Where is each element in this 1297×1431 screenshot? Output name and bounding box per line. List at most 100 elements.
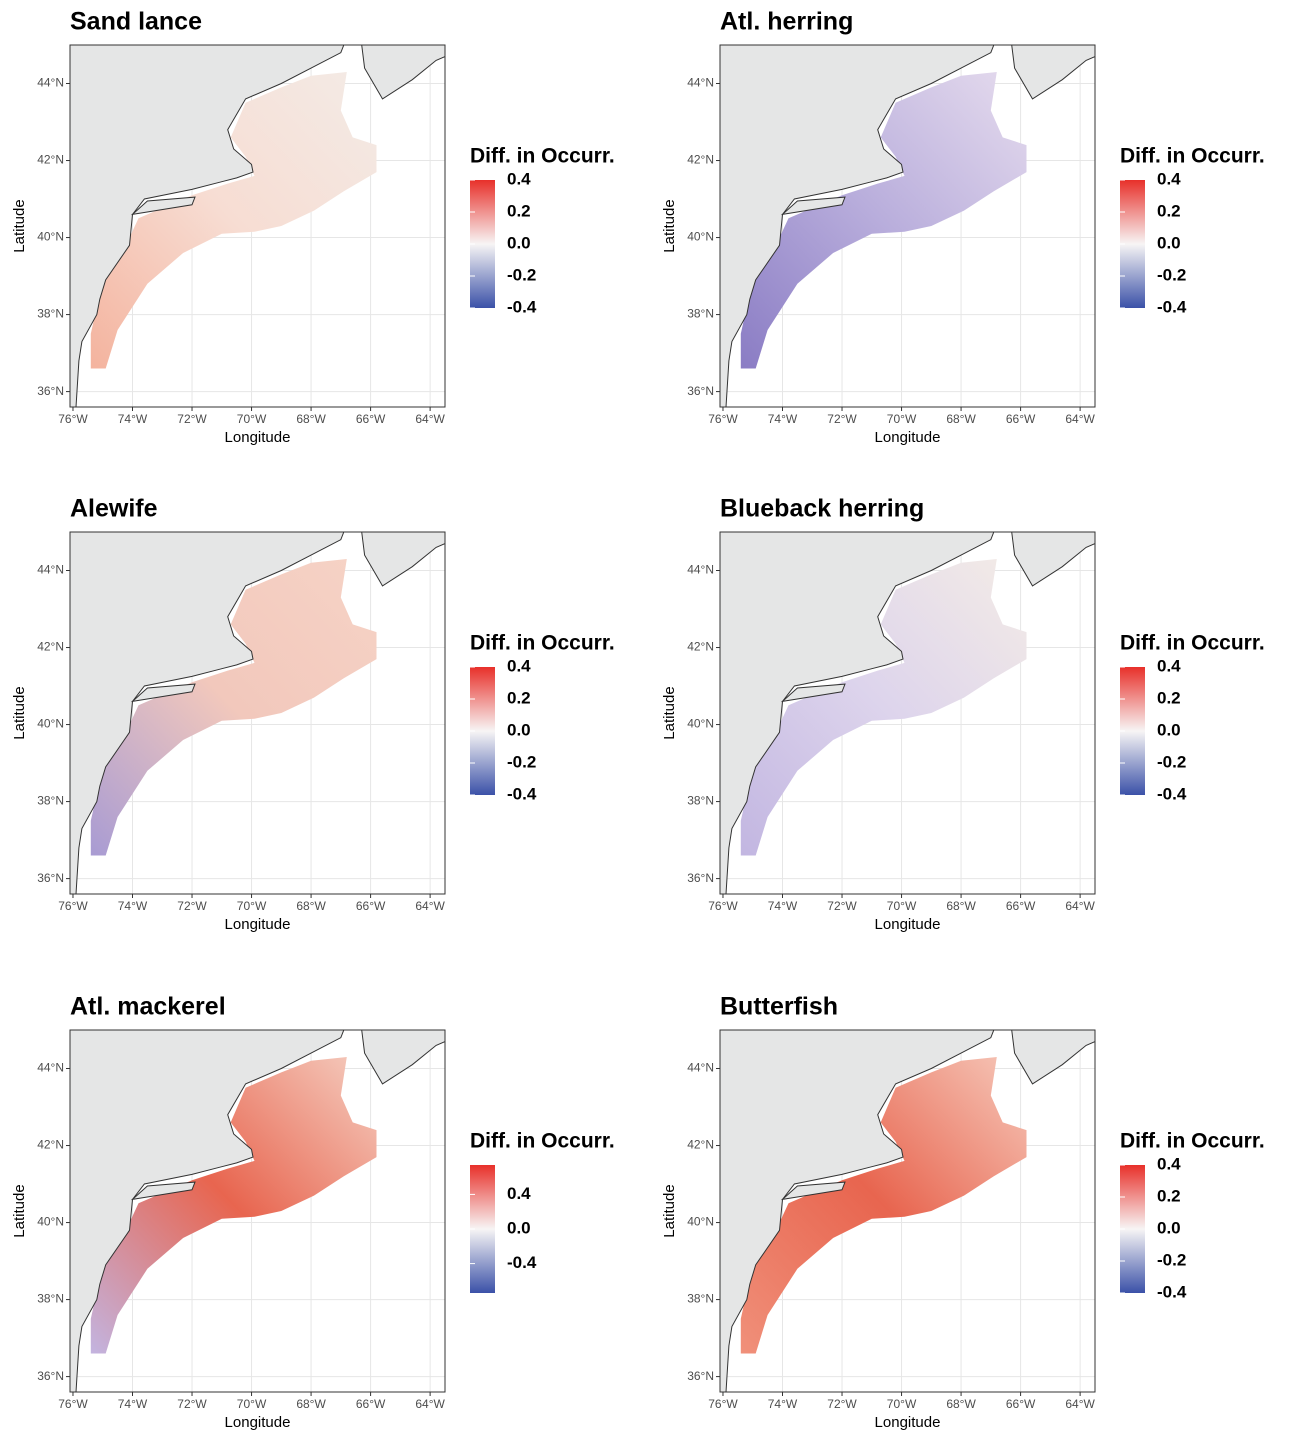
y-tick-label: 42°N — [687, 153, 714, 167]
y-tick-label: 44°N — [37, 76, 64, 90]
x-tick-label: 76°W — [708, 412, 738, 426]
panel-title: Atl. mackerel — [70, 993, 226, 1021]
legend-tick-label: 0.2 — [507, 688, 531, 707]
legend-tick-label: 0.2 — [1157, 1186, 1181, 1205]
legend-tick-label: 0.0 — [507, 1218, 531, 1237]
y-axis-label: Latitude — [661, 1184, 678, 1237]
occurrence-field — [90, 1057, 377, 1354]
legend-tick-label: 0.4 — [507, 169, 531, 188]
x-tick-label: 66°W — [1006, 1397, 1036, 1411]
legend-tick-label: -0.4 — [1157, 297, 1187, 316]
x-axis-label: Longitude — [225, 429, 291, 446]
x-tick-label: 66°W — [356, 412, 386, 426]
x-tick-label: 68°W — [946, 412, 976, 426]
x-tick-label: 72°W — [827, 899, 857, 913]
y-tick-label: 36°N — [37, 871, 64, 885]
y-tick-label: 36°N — [687, 1369, 714, 1383]
legend-tick-label: 0.2 — [1157, 201, 1181, 220]
x-axis-label: Longitude — [875, 1414, 941, 1431]
map-layer — [720, 45, 1095, 407]
land — [720, 532, 995, 894]
occurrence-field — [90, 559, 377, 856]
y-axis-label: Latitude — [11, 199, 28, 252]
legend-tick-label: 0.2 — [507, 201, 531, 220]
y-tick-label: 44°N — [37, 1061, 64, 1075]
x-tick-label: 70°W — [887, 899, 917, 913]
x-tick-label: 64°W — [1065, 899, 1095, 913]
x-tick-label: 66°W — [1006, 899, 1036, 913]
land — [1011, 45, 1095, 100]
y-tick-label: 40°N — [37, 1215, 64, 1229]
x-tick-label: 70°W — [237, 1397, 267, 1411]
x-tick-label: 64°W — [415, 412, 445, 426]
x-tick-label: 76°W — [58, 899, 88, 913]
land — [70, 45, 345, 407]
x-tick-label: 74°W — [118, 899, 148, 913]
panel-title: Blueback herring — [720, 495, 924, 523]
map-layer — [70, 45, 445, 407]
y-tick-label: 36°N — [37, 384, 64, 398]
x-tick-label: 66°W — [356, 899, 386, 913]
x-axis-label: Longitude — [875, 429, 941, 446]
panel-title: Sand lance — [70, 8, 202, 36]
x-tick-label: 76°W — [708, 899, 738, 913]
x-tick-label: 64°W — [1065, 412, 1095, 426]
legend-tick-label: -0.4 — [507, 1253, 537, 1272]
legend-tick-label: -0.2 — [1157, 1250, 1186, 1269]
legend-tick-label: -0.4 — [507, 297, 537, 316]
x-tick-label: 70°W — [237, 899, 267, 913]
x-tick-label: 72°W — [827, 1397, 857, 1411]
y-tick-label: 38°N — [37, 794, 64, 808]
y-tick-label: 38°N — [687, 794, 714, 808]
legend-tick-label: 0.4 — [1157, 169, 1181, 188]
plot-border — [69, 44, 446, 408]
legend-tick-label: -0.2 — [507, 752, 536, 771]
x-tick-label: 68°W — [946, 1397, 976, 1411]
legend-title: Diff. in Occurr. — [1120, 1130, 1265, 1153]
island — [130, 196, 196, 216]
y-tick-label: 44°N — [687, 563, 714, 577]
x-tick-label: 68°W — [946, 899, 976, 913]
legend-tick-label: 0.0 — [1157, 1218, 1181, 1237]
x-axis-label: Longitude — [225, 916, 291, 933]
legend-title: Diff. in Occurr. — [470, 145, 615, 168]
x-tick-label: 72°W — [827, 412, 857, 426]
plot-border — [69, 1029, 446, 1393]
x-tick-label: 76°W — [708, 1397, 738, 1411]
y-tick-label: 44°N — [687, 76, 714, 90]
x-tick-label: 70°W — [887, 412, 917, 426]
occurrence-field — [740, 559, 1027, 856]
x-tick-label: 64°W — [1065, 1397, 1095, 1411]
legend-tick-label: 0.4 — [1157, 656, 1181, 675]
y-tick-label: 44°N — [37, 563, 64, 577]
map-layer — [70, 1030, 445, 1392]
legend-tick-label: -0.4 — [1157, 1282, 1187, 1301]
x-tick-label: 74°W — [768, 412, 798, 426]
y-tick-label: 42°N — [37, 1138, 64, 1152]
legend-tick-label: 0.0 — [507, 233, 531, 252]
y-axis-label: Latitude — [11, 1184, 28, 1237]
x-tick-label: 76°W — [58, 1397, 88, 1411]
island — [130, 683, 196, 703]
y-tick-label: 40°N — [687, 717, 714, 731]
map-panel: Atl. herring 76°W 74°W 72°W 70°W 68°W 66°W 64°W… — [661, 8, 1265, 446]
legend-tick-label: 0.0 — [507, 720, 531, 739]
island — [780, 196, 846, 216]
map-panel: Sand lance 76°W 74°W 72°W 70°W 68°W 66°W 64°W 36… — [11, 8, 615, 446]
plot-border — [719, 44, 1096, 408]
x-tick-label: 68°W — [296, 899, 326, 913]
y-tick-label: 36°N — [37, 1369, 64, 1383]
y-tick-label: 40°N — [687, 1215, 714, 1229]
land — [361, 45, 445, 100]
legend-tick-label: 0.2 — [1157, 688, 1181, 707]
plot-border — [719, 1029, 1096, 1393]
map-layer — [720, 1030, 1095, 1392]
x-tick-label: 74°W — [118, 1397, 148, 1411]
plot-border — [719, 531, 1096, 895]
map-layer — [720, 532, 1095, 894]
plot-border — [69, 531, 446, 895]
land — [1011, 1030, 1095, 1085]
x-tick-label: 64°W — [415, 899, 445, 913]
map-panel: Butterfish 76°W 74°W 72°W 70°W 68°W 66°W 64°W 36… — [661, 993, 1265, 1431]
